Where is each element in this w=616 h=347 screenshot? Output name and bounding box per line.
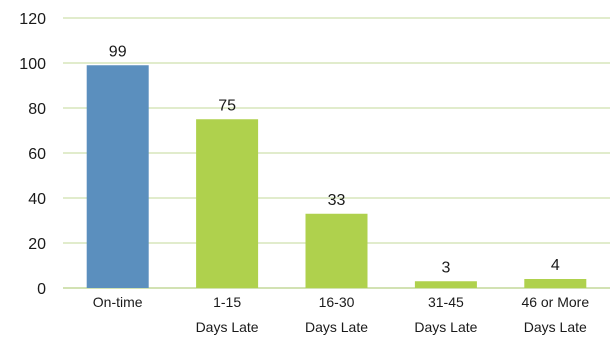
data-label-0: 99: [109, 43, 127, 60]
y-axis-ticks: 0 20 40 60 80 100 120: [19, 11, 46, 298]
y-tick-label: 20: [28, 236, 46, 253]
y-tick-label: 120: [19, 11, 46, 28]
data-label-2: 33: [328, 192, 346, 209]
x-category-label-1-1: Days Late: [196, 319, 259, 335]
data-label-1: 75: [218, 97, 236, 114]
bar-1: [196, 119, 259, 288]
x-category-label-1-0: 1-15: [213, 294, 241, 310]
x-category-label-2-0: 16-30: [319, 294, 355, 310]
x-category-label-0-0: On-time: [93, 294, 143, 310]
y-tick-label: 40: [28, 191, 46, 208]
x-category-label-3-0: 31-45: [428, 294, 464, 310]
gridlines: [63, 17, 610, 289]
x-category-label-3-1: Days Late: [414, 319, 477, 335]
x-category-label-4-0: 46 or More: [521, 294, 589, 310]
data-label-4: 4: [551, 257, 560, 274]
y-tick-label: 80: [28, 101, 46, 118]
bar-3: [414, 281, 477, 288]
bar-0: [86, 65, 149, 288]
x-category-label-2-1: Days Late: [305, 319, 368, 335]
bar-4: [524, 279, 587, 288]
bar-2: [305, 213, 368, 288]
bars: [86, 65, 587, 288]
data-label-3: 3: [441, 259, 450, 276]
y-tick-label: 0: [37, 281, 46, 298]
x-axis-categories: On-time 1-15 Days Late 16-30 Days Late 31-45 D…: [93, 294, 590, 335]
y-tick-label: 60: [28, 146, 46, 163]
y-tick-label: 100: [19, 56, 46, 73]
x-category-label-4-1: Days Late: [524, 319, 587, 335]
